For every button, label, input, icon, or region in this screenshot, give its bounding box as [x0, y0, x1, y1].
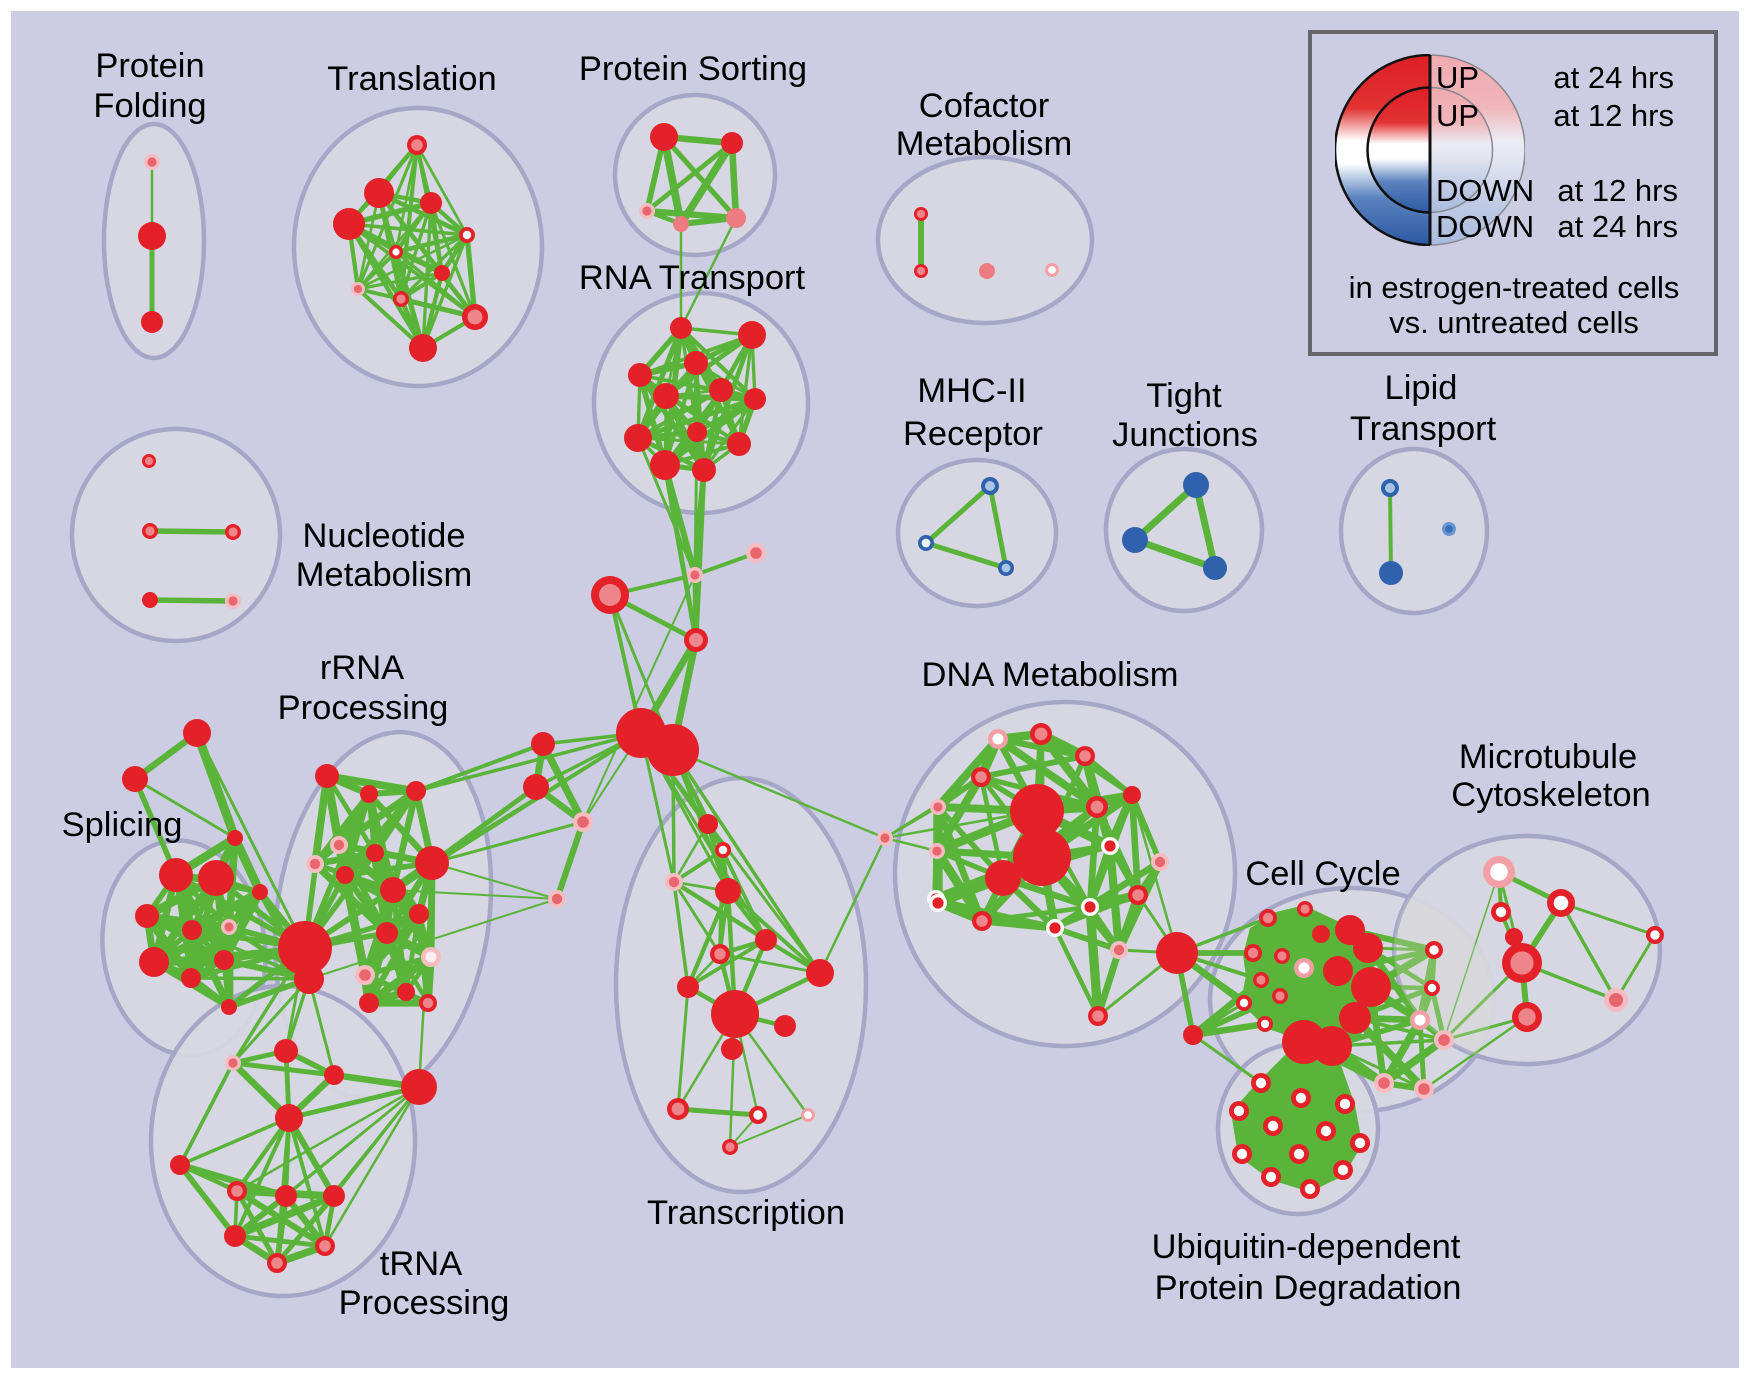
svg-text:in estrogen-treated cells: in estrogen-treated cells	[1349, 270, 1680, 305]
svg-text:Nucleotide: Nucleotide	[302, 517, 465, 555]
svg-text:at 12 hrs: at 12 hrs	[1557, 173, 1678, 208]
svg-text:Cofactor: Cofactor	[919, 87, 1049, 125]
svg-text:DNA Metabolism: DNA Metabolism	[922, 656, 1179, 694]
svg-text:Microtubule: Microtubule	[1459, 738, 1637, 776]
svg-text:Translation: Translation	[327, 60, 496, 98]
svg-text:Splicing: Splicing	[62, 806, 183, 844]
svg-text:Processing: Processing	[339, 1284, 510, 1322]
svg-text:Metabolism: Metabolism	[296, 556, 472, 594]
svg-text:tRNA: tRNA	[380, 1245, 462, 1283]
svg-text:MHC-II: MHC-II	[917, 372, 1026, 410]
svg-text:at 24 hrs: at 24 hrs	[1553, 60, 1674, 95]
svg-text:at 24 hrs: at 24 hrs	[1557, 209, 1678, 244]
svg-text:Cell Cycle: Cell Cycle	[1245, 855, 1400, 893]
svg-text:vs. untreated cells: vs. untreated cells	[1389, 305, 1639, 340]
svg-text:Protein Degradation: Protein Degradation	[1155, 1269, 1462, 1307]
svg-text:DOWN: DOWN	[1436, 173, 1534, 208]
svg-text:Folding: Folding	[93, 87, 206, 125]
svg-text:Processing: Processing	[278, 689, 449, 727]
svg-text:Transport: Transport	[1350, 410, 1497, 448]
svg-text:at 12 hrs: at 12 hrs	[1553, 98, 1674, 133]
svg-text:Junctions: Junctions	[1112, 416, 1258, 454]
svg-text:Metabolism: Metabolism	[896, 125, 1072, 163]
svg-text:Tight: Tight	[1146, 377, 1222, 415]
svg-text:Receptor: Receptor	[903, 415, 1043, 453]
svg-text:Lipid: Lipid	[1385, 369, 1458, 407]
svg-text:Protein Sorting: Protein Sorting	[579, 50, 807, 88]
svg-text:Protein: Protein	[95, 47, 204, 85]
svg-text:Ubiquitin-dependent: Ubiquitin-dependent	[1152, 1228, 1461, 1266]
svg-text:UP: UP	[1436, 98, 1479, 133]
svg-text:rRNA: rRNA	[320, 649, 404, 687]
svg-text:Cytoskeleton: Cytoskeleton	[1451, 776, 1650, 814]
svg-text:DOWN: DOWN	[1436, 209, 1534, 244]
svg-text:Transcription: Transcription	[647, 1194, 845, 1232]
svg-text:UP: UP	[1436, 60, 1479, 95]
svg-text:RNA Transport: RNA Transport	[579, 259, 806, 297]
